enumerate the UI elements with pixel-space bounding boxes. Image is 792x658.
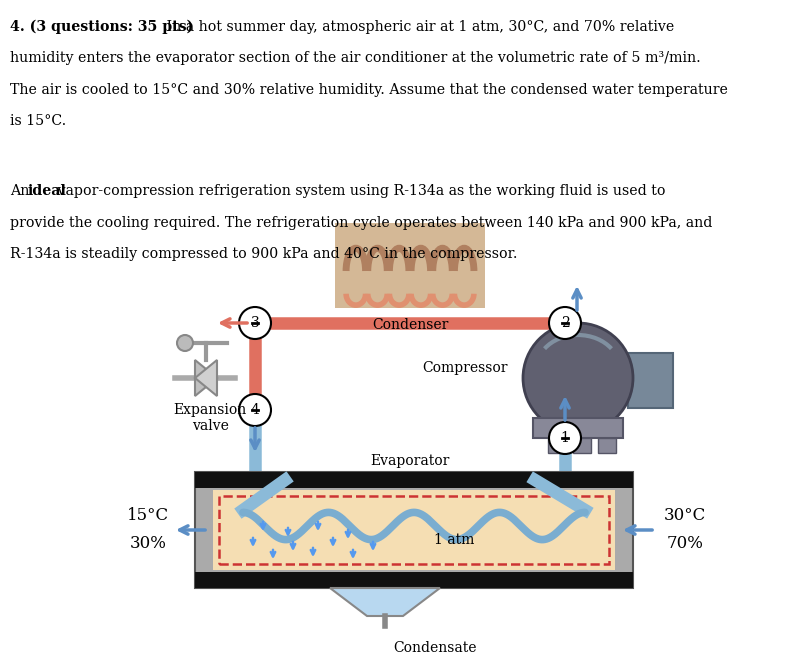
- Circle shape: [523, 323, 633, 433]
- Text: Evaporator: Evaporator: [371, 454, 450, 468]
- Bar: [195, 472, 633, 588]
- Circle shape: [177, 335, 193, 351]
- Text: ideal: ideal: [28, 184, 67, 198]
- Text: 4: 4: [250, 403, 260, 417]
- Text: 2: 2: [561, 316, 569, 330]
- Bar: [548, 438, 566, 453]
- Bar: [573, 438, 591, 453]
- Bar: [195, 572, 633, 588]
- Text: humidity enters the evaporator section of the air conditioner at the volumetric : humidity enters the evaporator section o…: [10, 51, 701, 65]
- Text: 1: 1: [561, 431, 569, 445]
- Circle shape: [239, 394, 271, 426]
- Text: In a hot summer day, atmospheric air at 1 atm, 30°C, and 70% relative: In a hot summer day, atmospheric air at …: [162, 20, 675, 34]
- Polygon shape: [330, 588, 440, 616]
- Bar: [195, 472, 633, 488]
- Bar: [628, 353, 673, 408]
- Text: 1 atm: 1 atm: [434, 533, 474, 547]
- Circle shape: [549, 307, 581, 339]
- Text: 30%: 30%: [130, 536, 166, 553]
- Bar: [219, 496, 609, 564]
- Polygon shape: [195, 360, 217, 396]
- Text: 4. (3 questions: 35 pts): 4. (3 questions: 35 pts): [10, 20, 194, 34]
- Bar: [598, 438, 616, 453]
- Bar: [213, 490, 615, 570]
- Text: R-134a is steadily compressed to 900 kPa and 40°C in the compressor.: R-134a is steadily compressed to 900 kPa…: [10, 247, 518, 261]
- Circle shape: [239, 307, 271, 339]
- Text: provide the cooling required. The refrigeration cycle operates between 140 kPa a: provide the cooling required. The refrig…: [10, 216, 713, 230]
- Text: Expansion
valve: Expansion valve: [173, 403, 246, 433]
- Text: is 15°C.: is 15°C.: [10, 114, 67, 128]
- Bar: [335, 223, 485, 308]
- Text: vapor-compression refrigeration system using R-134a as the working fluid is used: vapor-compression refrigeration system u…: [53, 184, 665, 198]
- Text: Compressor: Compressor: [422, 361, 508, 375]
- Text: An: An: [10, 184, 34, 198]
- Text: Condenser: Condenser: [371, 318, 448, 332]
- Polygon shape: [195, 360, 217, 396]
- Text: 15°C: 15°C: [127, 507, 169, 524]
- Circle shape: [549, 422, 581, 454]
- Text: 70%: 70%: [667, 536, 703, 553]
- Text: Condensate: Condensate: [393, 641, 477, 655]
- Bar: [533, 418, 623, 438]
- Text: 30°C: 30°C: [664, 507, 706, 524]
- Text: The air is cooled to 15°C and 30% relative humidity. Assume that the condensed w: The air is cooled to 15°C and 30% relati…: [10, 83, 728, 97]
- Text: 3: 3: [250, 316, 259, 330]
